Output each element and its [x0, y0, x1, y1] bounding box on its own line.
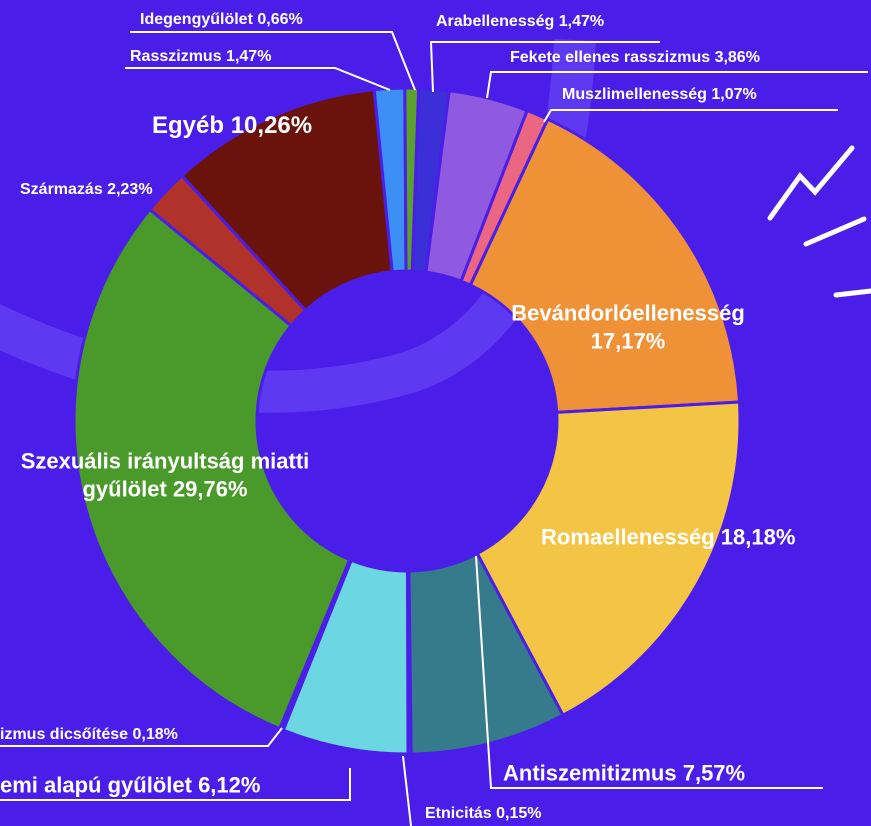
category-name: Származás: [20, 181, 103, 198]
value-label: 3,86%: [714, 49, 760, 66]
value-label: 7,57%: [682, 760, 746, 786]
category-name: Romaellenesség: [541, 524, 715, 550]
slice-label: Rasszizmus 1,47%: [130, 47, 271, 67]
donut: [72, 86, 742, 756]
slice-label: Arabellenesség 1,47%: [436, 12, 604, 32]
category-name: Etnicitás: [425, 805, 492, 822]
category-name: Egyéb: [152, 112, 225, 139]
decor-dash: [803, 216, 867, 247]
slice-label: Egyéb 10,26%: [152, 111, 312, 141]
category-name: Rasszizmus: [130, 48, 222, 65]
leader-line: [0, 727, 283, 747]
value-label: 0,18%: [132, 726, 178, 743]
donut-slice: [475, 400, 742, 717]
slice-label: Antiszemitizmus 7,57%: [503, 759, 745, 787]
slice-label: Romaellenesség 18,18%: [541, 523, 795, 551]
leader-line: [486, 71, 868, 99]
category-name: Idegengyűlölet: [140, 11, 253, 28]
slice-label: izmus dicsőítése 0,18%: [0, 725, 178, 745]
leader-line: [130, 31, 416, 91]
value-label: 2,23%: [107, 181, 153, 198]
decor-dash: [833, 288, 871, 298]
value-label: 1,47%: [558, 13, 605, 30]
value-label: 6,12%: [198, 772, 261, 798]
slice-label: Muszlimellenesség 1,07%: [562, 85, 757, 105]
leader-line: [0, 768, 351, 801]
value-label: 1,07%: [711, 86, 757, 103]
leader-line: [475, 555, 823, 789]
leader-line: [429, 41, 660, 93]
value-label: 17,17%: [590, 328, 666, 353]
category-name: Antiszemitizmus: [503, 760, 677, 786]
slice-label: emi alapú gyűlölet 6,12%: [0, 771, 260, 799]
category-name: Szexuális irányultság miatti gyűlölet: [20, 448, 310, 502]
leader-line: [402, 755, 412, 826]
category-name: Muszlimellenesség: [562, 86, 707, 103]
slice-label: Szexuális irányultság miatti gyűlölet 29…: [15, 448, 315, 503]
leader-line: [543, 109, 838, 123]
donut-slice: [468, 117, 741, 414]
slice-label: Bevándorlóellenesség 17,17%: [511, 300, 745, 355]
value-label: 1,47%: [226, 48, 272, 65]
donut-slice: [72, 207, 352, 731]
category-name: izmus dicsőítése: [0, 726, 129, 743]
value-label: 0,15%: [496, 805, 542, 822]
slice-label: Idegengyűlölet 0,66%: [140, 10, 303, 30]
leader-line: [125, 67, 391, 91]
slice-label: Etnicitás 0,15%: [425, 804, 542, 824]
leaders: [0, 31, 868, 826]
value-label: 0,66%: [257, 11, 303, 28]
slice-label: Fekete ellenes rasszizmus 3,86%: [510, 48, 760, 68]
donut-slice: [403, 86, 421, 273]
category-name: Bevándorlóellenesség: [511, 300, 745, 326]
decor-squiggle: [767, 145, 855, 221]
value-label: 18,18%: [720, 524, 796, 550]
value-label: 29,76%: [172, 476, 248, 501]
category-name: emi alapú gyűlölet: [0, 772, 192, 798]
value-label: 10,26%: [230, 112, 313, 139]
slice-label: Származás 2,23%: [20, 180, 153, 200]
category-name: Fekete ellenes rasszizmus: [510, 49, 711, 66]
donut-slice: [180, 88, 394, 312]
category-name: Arabellenesség: [436, 13, 555, 30]
